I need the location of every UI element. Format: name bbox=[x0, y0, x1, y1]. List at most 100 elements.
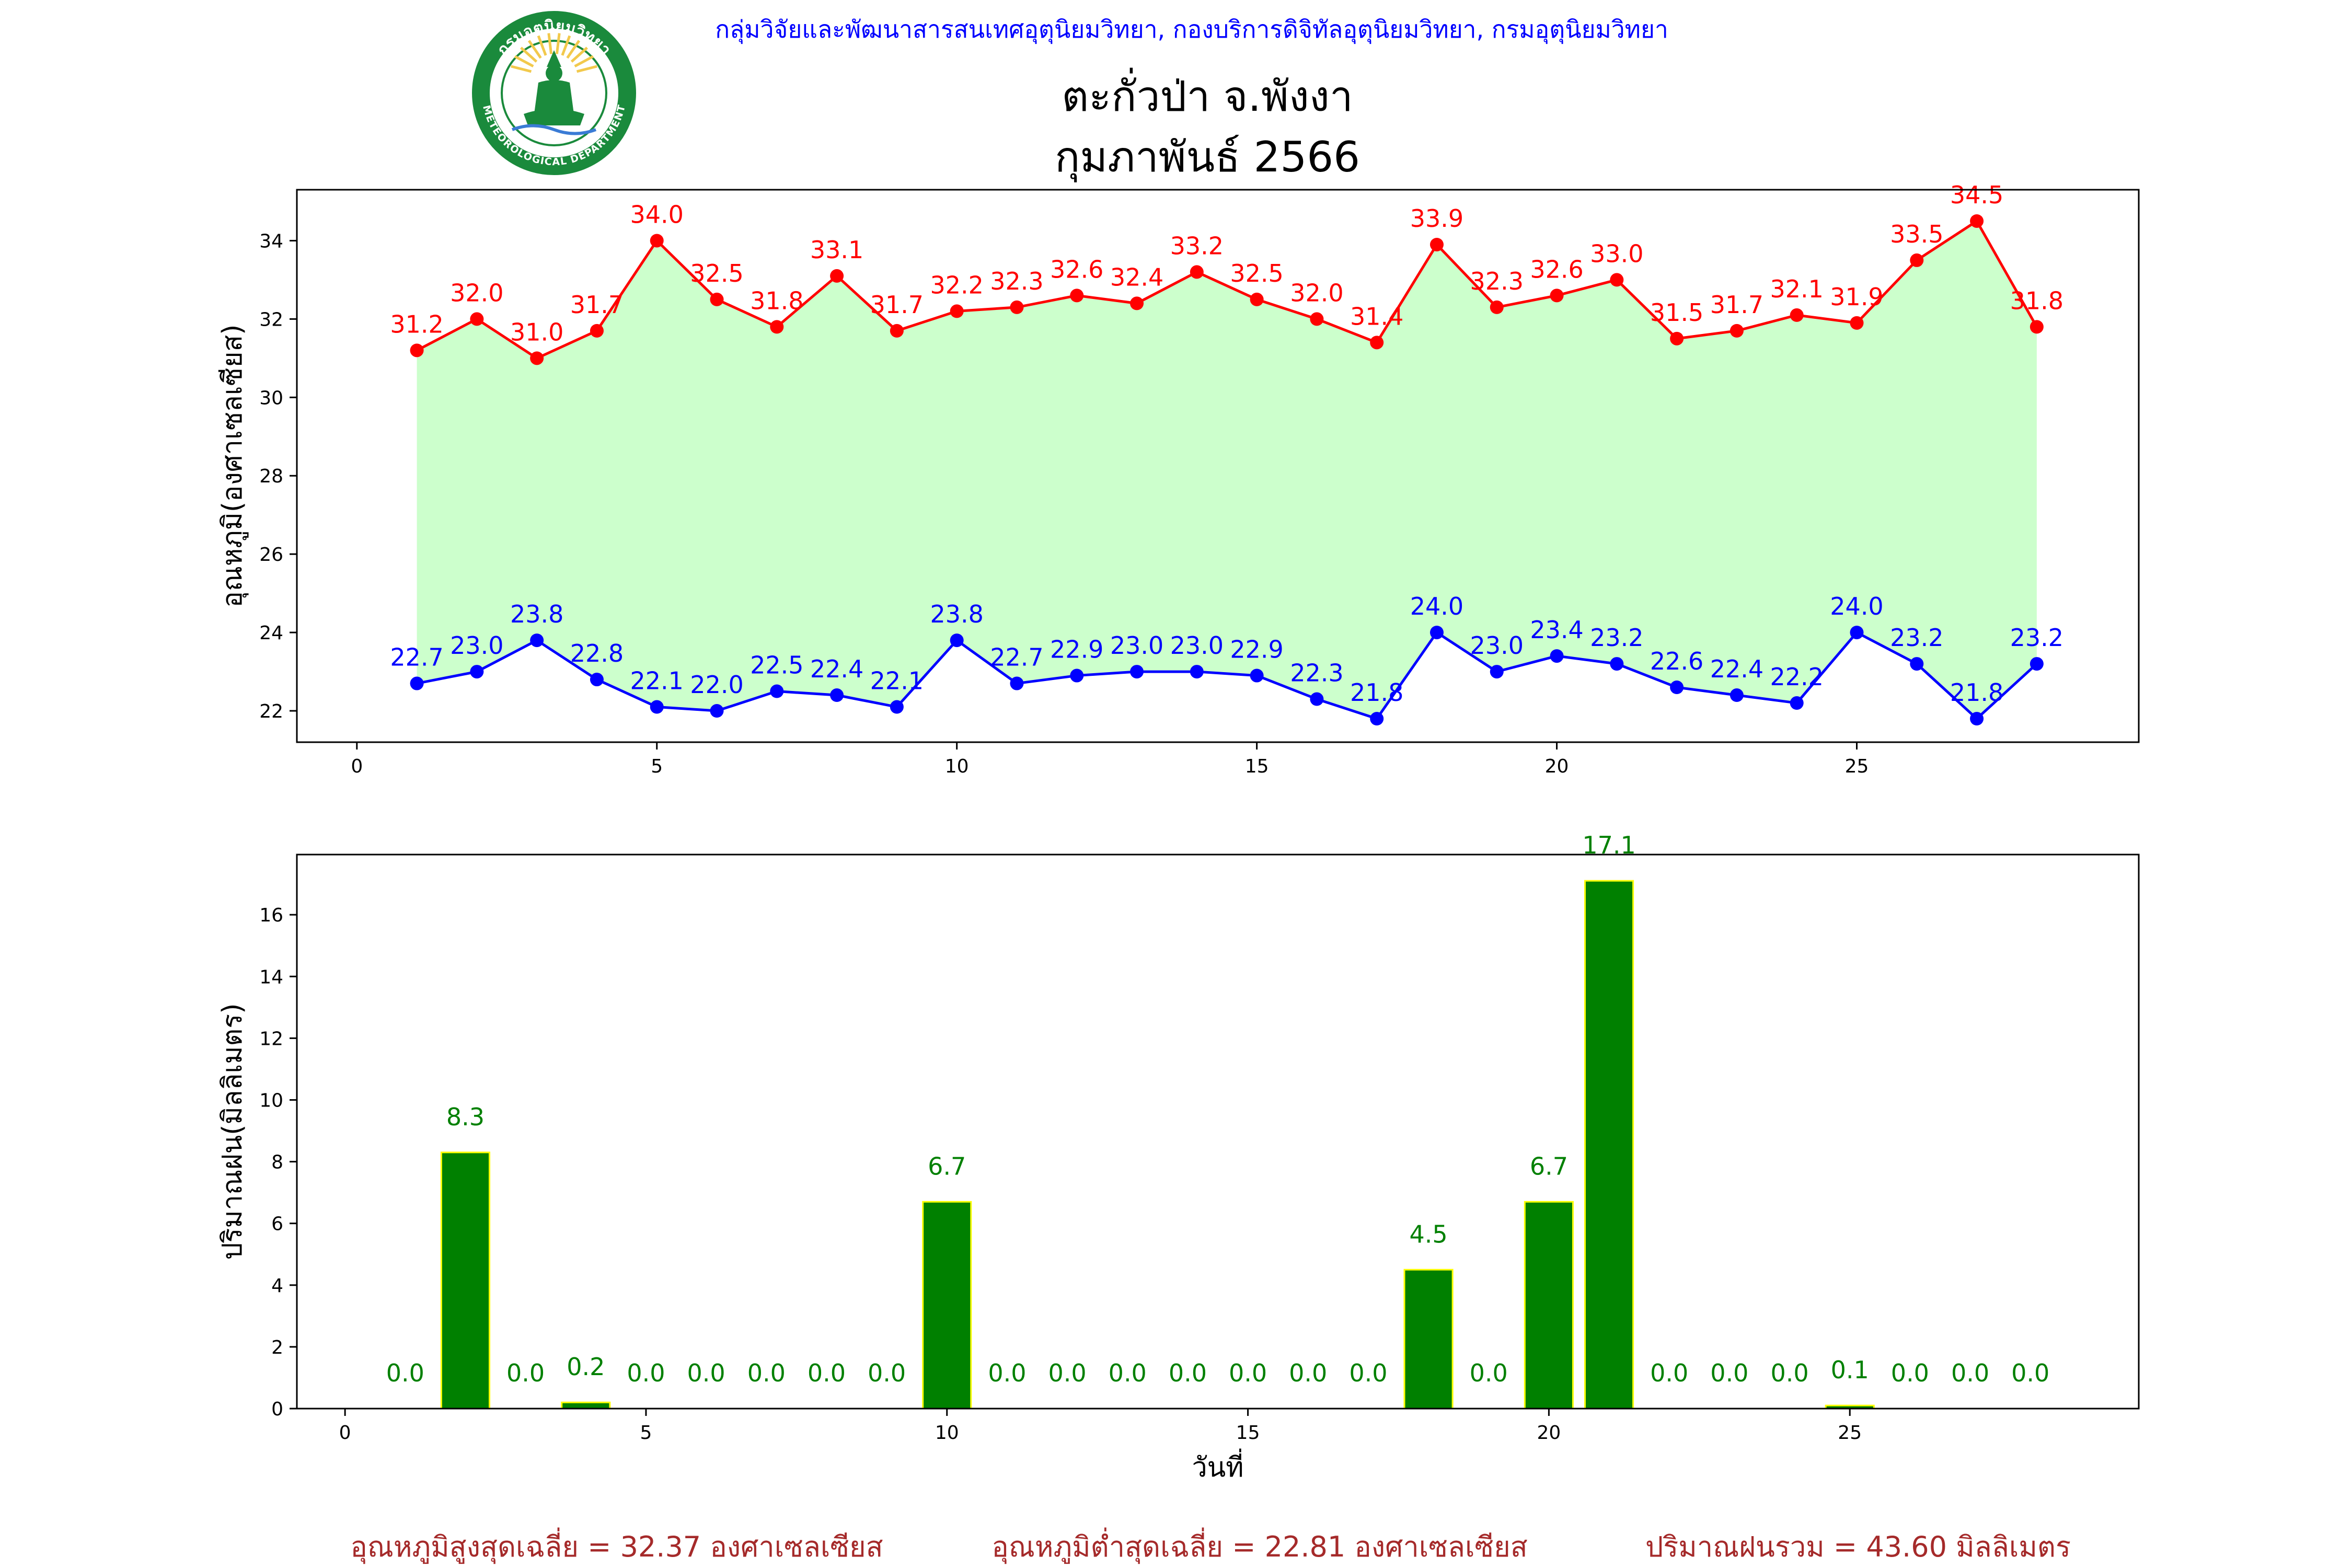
data-label: 22.8 bbox=[570, 639, 624, 667]
data-point bbox=[410, 676, 424, 690]
data-label: 23.2 bbox=[1890, 624, 1943, 652]
series-line bbox=[417, 630, 2038, 721]
rainfall-chart: 0.0 8.3 0.0 0.2 0.0 0.0 0.0 0.0 0.0 6.7 0.0 0.0 0.0 0… bbox=[217, 831, 2140, 1483]
data-label: 31.2 bbox=[390, 310, 443, 338]
data-label: 23.0 bbox=[1110, 631, 1163, 660]
data-point bbox=[410, 343, 424, 358]
rain-bar bbox=[1403, 1269, 1454, 1410]
summary-total-rain: ปริมาณฝนรวม = 43.60 มิลลิเมตร bbox=[1645, 1530, 2071, 1563]
y-tick-label: 12 bbox=[259, 1028, 283, 1050]
data-label: 33.5 bbox=[1890, 220, 1943, 248]
data-label: 8.3 bbox=[446, 1103, 485, 1131]
data-label: 32.6 bbox=[1530, 255, 1583, 283]
data-point bbox=[590, 324, 604, 338]
x-tick-label: 20 bbox=[1545, 756, 1569, 777]
data-label: 0.0 bbox=[1349, 1359, 1387, 1387]
data-point bbox=[1670, 681, 1684, 695]
logo-ray bbox=[511, 65, 532, 73]
data-point bbox=[1910, 657, 1924, 671]
data-point bbox=[1850, 626, 1864, 640]
data-label: 4.5 bbox=[1409, 1220, 1447, 1248]
x-tick-label: 25 bbox=[1838, 1422, 1862, 1444]
data-point bbox=[1730, 688, 1744, 702]
data-point bbox=[1910, 253, 1924, 267]
data-label: 22.0 bbox=[690, 671, 743, 699]
y-tick-label: 2 bbox=[271, 1337, 283, 1358]
data-label: 23.8 bbox=[930, 600, 983, 628]
y-tick-label: 4 bbox=[271, 1275, 283, 1297]
data-point bbox=[2030, 320, 2044, 334]
logo-ray bbox=[576, 65, 597, 73]
data-label: 22.3 bbox=[1290, 659, 1343, 687]
data-point bbox=[1190, 665, 1204, 679]
data-label: 31.7 bbox=[1710, 291, 1763, 319]
x-tick-label: 15 bbox=[1245, 756, 1269, 777]
y-tick-label: 28 bbox=[259, 466, 283, 487]
data-point bbox=[1790, 696, 1804, 710]
series-line bbox=[416, 219, 2038, 360]
data-label: 32.3 bbox=[990, 267, 1043, 295]
data-point bbox=[1970, 712, 1984, 726]
data-label: 22.5 bbox=[750, 651, 803, 679]
data-label: 23.4 bbox=[1530, 616, 1583, 644]
data-label: 32.4 bbox=[1110, 263, 1163, 291]
data-point bbox=[2030, 657, 2044, 671]
data-point bbox=[890, 324, 904, 338]
data-label: 31.8 bbox=[750, 286, 803, 315]
y-axis-label: ปริมาณฝน(มิลลิเมตร) bbox=[217, 1003, 248, 1260]
x-tick-label: 5 bbox=[640, 1422, 652, 1444]
data-label: 23.0 bbox=[1470, 631, 1524, 660]
data-point bbox=[470, 312, 484, 326]
logo-ray bbox=[566, 40, 581, 59]
data-label: 22.6 bbox=[1650, 647, 1703, 675]
data-label: 0.0 bbox=[1169, 1359, 1207, 1387]
logo-ray bbox=[547, 33, 553, 54]
data-point bbox=[950, 304, 964, 318]
data-label: 0.0 bbox=[808, 1359, 846, 1387]
data-point bbox=[1490, 300, 1504, 314]
data-label: 31.7 bbox=[570, 291, 624, 319]
y-tick-label: 10 bbox=[259, 1090, 283, 1111]
data-point bbox=[650, 700, 664, 714]
data-label: 22.1 bbox=[630, 667, 684, 695]
data-point bbox=[1790, 308, 1804, 322]
data-point bbox=[1010, 300, 1024, 314]
rain-bar bbox=[1584, 880, 1634, 1410]
data-label: 0.0 bbox=[1650, 1359, 1688, 1387]
data-label: 23.2 bbox=[1590, 624, 1643, 652]
data-label: 23.8 bbox=[510, 600, 563, 628]
data-point bbox=[770, 684, 784, 698]
data-point bbox=[1670, 331, 1684, 345]
data-point bbox=[1970, 214, 1984, 228]
data-point bbox=[1730, 324, 1744, 338]
temperature-chart: 31.232.031.031.734.032.531.833.131.732.2… bbox=[217, 181, 2140, 777]
data-point bbox=[830, 688, 844, 702]
data-point bbox=[530, 351, 544, 365]
max-temperature-series: 31.232.031.031.734.032.531.833.131.732.2… bbox=[390, 181, 2063, 365]
data-point bbox=[1550, 649, 1564, 663]
y-tick-label: 14 bbox=[259, 966, 283, 988]
data-label: 32.5 bbox=[1230, 259, 1283, 287]
data-label: 32.6 bbox=[1050, 255, 1103, 283]
data-label: 32.2 bbox=[930, 271, 983, 299]
data-label: 31.4 bbox=[1350, 302, 1403, 330]
logo-ray bbox=[561, 35, 571, 56]
data-point bbox=[1070, 289, 1084, 303]
data-label: 31.7 bbox=[870, 291, 924, 319]
data-label: 0.0 bbox=[1229, 1359, 1267, 1387]
data-label: 34.0 bbox=[630, 200, 684, 228]
rainfall-data-labels: 0.0 8.3 0.0 0.2 0.0 0.0 0.0 0.0 0.0 6.7 0.0 0.0 0.0 0… bbox=[386, 831, 2050, 1387]
data-label: 33.2 bbox=[1170, 232, 1224, 260]
rain-bar bbox=[1524, 1201, 1574, 1410]
data-point bbox=[1610, 273, 1624, 287]
data-label: 32.3 bbox=[1470, 267, 1524, 295]
data-label: 31.0 bbox=[510, 318, 563, 346]
data-label: 0.0 bbox=[687, 1359, 725, 1387]
logo-water-wave bbox=[511, 124, 597, 135]
data-point bbox=[1070, 668, 1084, 683]
logo-ray bbox=[537, 35, 547, 56]
x-tick-label: 0 bbox=[351, 756, 363, 777]
data-label: 0.0 bbox=[627, 1359, 665, 1387]
